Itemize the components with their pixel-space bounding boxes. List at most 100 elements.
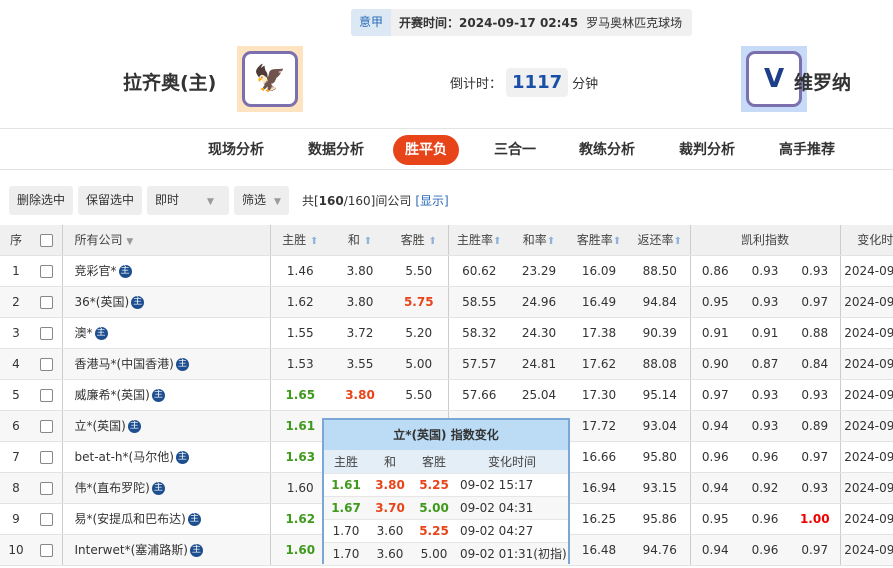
col-away[interactable]: 客胜 ⬆ bbox=[390, 225, 448, 255]
kelly-draw-value: 0.96 bbox=[752, 543, 779, 557]
kelly-home: 0.86 bbox=[690, 255, 740, 286]
popup-row: 1.673.705.0009-02 04:31 bbox=[324, 496, 568, 519]
popup-draw: 3.80 bbox=[368, 473, 412, 496]
row-checkbox[interactable] bbox=[40, 451, 53, 464]
kelly-draw: 0.96 bbox=[740, 503, 790, 534]
col-company[interactable]: 所有公司 ▼ bbox=[62, 225, 270, 255]
company-name[interactable]: bet-at-h*(马尔他) bbox=[75, 450, 174, 464]
filter-dropdown[interactable]: 筛选▼ bbox=[234, 186, 289, 215]
return-rate: 93.04 bbox=[630, 410, 690, 441]
tab-live-analysis[interactable]: 现场分析 bbox=[196, 135, 276, 165]
company-cell[interactable]: Interwet*(塞浦路斯)主 bbox=[62, 534, 270, 565]
venue: 罗马奥林匹克球场 bbox=[586, 14, 682, 31]
select-all-checkbox[interactable] bbox=[40, 234, 53, 247]
row-index-value: 3 bbox=[12, 326, 20, 340]
tab-data-analysis[interactable]: 数据分析 bbox=[296, 135, 376, 165]
row-select[interactable] bbox=[32, 441, 62, 472]
tab-three-in-one[interactable]: 三合一 bbox=[482, 135, 548, 165]
tab-win-draw-lose[interactable]: 胜平负 bbox=[393, 135, 459, 165]
row-checkbox[interactable] bbox=[40, 358, 53, 371]
company-cell[interactable]: 香港马*(中国香港)主 bbox=[62, 348, 270, 379]
row-index-value: 7 bbox=[12, 450, 20, 464]
company-cell[interactable]: 易*(安提瓜和巴布达)主 bbox=[62, 503, 270, 534]
row-select[interactable] bbox=[32, 534, 62, 565]
tab-referee-analysis[interactable]: 裁判分析 bbox=[667, 135, 747, 165]
kelly-away-value: 1.00 bbox=[800, 512, 830, 526]
change-time: 2024-09-1 bbox=[840, 503, 893, 534]
draw-odds-value: 3.80 bbox=[347, 295, 374, 309]
col-home-rate[interactable]: 主胜率⬆ bbox=[448, 225, 510, 255]
kelly-draw-value: 0.96 bbox=[752, 450, 779, 464]
row-checkbox[interactable] bbox=[40, 327, 53, 340]
col-select-all[interactable] bbox=[32, 225, 62, 255]
company-cell[interactable]: 伟*(直布罗陀)主 bbox=[62, 472, 270, 503]
company-name[interactable]: 竞彩官* bbox=[75, 264, 117, 278]
row-select[interactable] bbox=[32, 410, 62, 441]
delete-selected-button[interactable]: 删除选中 bbox=[9, 186, 73, 215]
company-cell[interactable]: 威廉希*(英国)主 bbox=[62, 379, 270, 410]
table-row[interactable]: 4 香港马*(中国香港)主 1.533.555.00 57.5724.8117.… bbox=[0, 348, 893, 379]
keep-selected-button[interactable]: 保留选中 bbox=[78, 186, 142, 215]
company-name[interactable]: 易*(安提瓜和巴布达) bbox=[75, 512, 186, 526]
away-rate-value: 16.49 bbox=[582, 295, 616, 309]
company-cell[interactable]: 36*(英国)主 bbox=[62, 286, 270, 317]
away-rate-value: 16.25 bbox=[582, 512, 616, 526]
home-team-name[interactable]: 拉齐奥(主) bbox=[123, 68, 216, 95]
row-checkbox[interactable] bbox=[40, 265, 53, 278]
company-cell[interactable]: 立*(英国)主 bbox=[62, 410, 270, 441]
main-badge-icon: 主 bbox=[95, 327, 108, 340]
company-name[interactable]: 伟*(直布罗陀) bbox=[75, 481, 150, 495]
col-draw-rate[interactable]: 和率⬆ bbox=[510, 225, 568, 255]
away-rate: 17.72 bbox=[568, 410, 630, 441]
col-away-rate[interactable]: 客胜率⬆ bbox=[568, 225, 630, 255]
row-checkbox[interactable] bbox=[40, 482, 53, 495]
popup-away: 5.25 bbox=[412, 519, 456, 542]
row-select[interactable] bbox=[32, 317, 62, 348]
tab-expert-picks[interactable]: 高手推荐 bbox=[767, 135, 847, 165]
kelly-home: 0.90 bbox=[690, 348, 740, 379]
away-team-name[interactable]: 维罗纳 bbox=[794, 68, 851, 95]
row-select[interactable] bbox=[32, 472, 62, 503]
away-odds: 5.20 bbox=[390, 317, 448, 348]
row-checkbox[interactable] bbox=[40, 296, 53, 309]
col-return-rate[interactable]: 返还率⬆ bbox=[630, 225, 690, 255]
col-draw[interactable]: 和 ⬆ bbox=[330, 225, 390, 255]
table-row[interactable]: 1 竞彩官*主 1.463.805.50 60.6223.2916.0988.5… bbox=[0, 255, 893, 286]
row-select[interactable] bbox=[32, 286, 62, 317]
table-row[interactable]: 5 威廉希*(英国)主 1.653.805.50 57.6625.0417.30… bbox=[0, 379, 893, 410]
company-name[interactable]: 香港马*(中国香港) bbox=[75, 357, 174, 371]
company-name[interactable]: 36*(英国) bbox=[75, 295, 130, 309]
main-badge-icon: 主 bbox=[152, 389, 165, 402]
mode-select[interactable]: 即时▼ bbox=[147, 186, 229, 215]
kelly-home: 0.97 bbox=[690, 379, 740, 410]
table-row[interactable]: 2 36*(英国)主 1.623.805.75 58.5524.9616.499… bbox=[0, 286, 893, 317]
kelly-home: 0.94 bbox=[690, 410, 740, 441]
return-rate-value: 95.80 bbox=[643, 450, 677, 464]
kelly-home: 0.91 bbox=[690, 317, 740, 348]
row-checkbox[interactable] bbox=[40, 420, 53, 433]
popup-col-away: 客胜 bbox=[412, 450, 456, 473]
company-name[interactable]: 立*(英国) bbox=[75, 419, 126, 433]
row-checkbox[interactable] bbox=[40, 513, 53, 526]
company-cell[interactable]: 澳*主 bbox=[62, 317, 270, 348]
away-rate-value: 17.38 bbox=[582, 326, 616, 340]
table-row[interactable]: 3 澳*主 1.553.725.20 58.3224.3017.3890.39 … bbox=[0, 317, 893, 348]
row-select[interactable] bbox=[32, 503, 62, 534]
company-cell[interactable]: bet-at-h*(马尔他)主 bbox=[62, 441, 270, 472]
row-select[interactable] bbox=[32, 379, 62, 410]
company-cell[interactable]: 竞彩官*主 bbox=[62, 255, 270, 286]
row-select[interactable] bbox=[32, 348, 62, 379]
popup-time-value: 09-02 04:27 bbox=[460, 524, 533, 538]
company-name[interactable]: 威廉希*(英国) bbox=[75, 388, 150, 402]
show-link[interactable]: [显示] bbox=[415, 194, 448, 208]
row-checkbox[interactable] bbox=[40, 544, 53, 557]
tab-coach-analysis[interactable]: 教练分析 bbox=[567, 135, 647, 165]
home-team-logo[interactable]: 🦅 bbox=[237, 46, 303, 112]
company-name[interactable]: 澳* bbox=[75, 326, 93, 340]
company-name[interactable]: Interwet*(塞浦路斯) bbox=[75, 543, 188, 557]
row-select[interactable] bbox=[32, 255, 62, 286]
col-home[interactable]: 主胜 ⬆ bbox=[270, 225, 330, 255]
away-odds-value: 5.50 bbox=[405, 264, 432, 278]
league-tag[interactable]: 意甲 bbox=[351, 9, 391, 36]
row-checkbox[interactable] bbox=[40, 389, 53, 402]
